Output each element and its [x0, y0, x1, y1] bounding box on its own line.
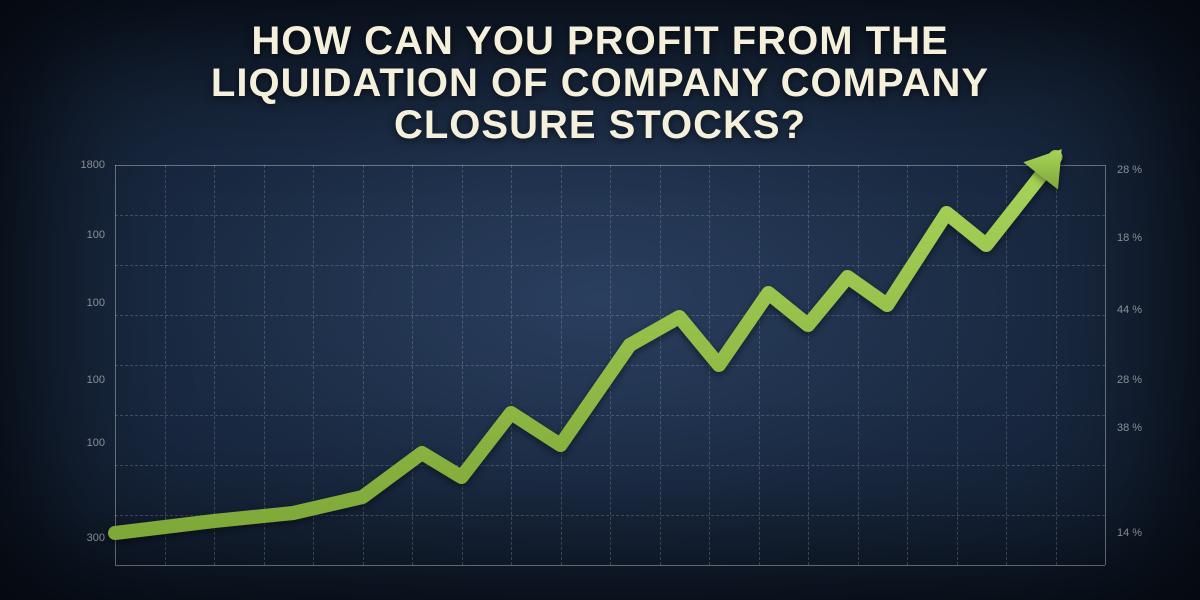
y-axis-right-label: 14 % — [1117, 527, 1167, 539]
y-axis-left-label: 100 — [65, 297, 105, 309]
y-axis-left-label: 100 — [65, 374, 105, 386]
chart-area: 1800100100100100300 28 %18 %44 %28 %38 %… — [115, 165, 1105, 565]
title-line-2: LIQUIDATION OF COMPANY COMPANY — [60, 62, 1140, 104]
y-axis-left-label: 300 — [65, 532, 105, 544]
y-axis-right-label: 28 % — [1117, 164, 1167, 176]
grid-row — [115, 565, 1105, 566]
y-axis-left-label: 100 — [65, 229, 105, 241]
grid-col — [1105, 165, 1106, 565]
y-axis-right-label: 18 % — [1117, 232, 1167, 244]
y-axis-right-label: 44 % — [1117, 304, 1167, 316]
title-line-1: HOW CAN YOU PROFIT FROM THE — [60, 20, 1140, 62]
y-axis-right-label: 28 % — [1117, 374, 1167, 386]
y-axis-left-label: 1800 — [65, 159, 105, 171]
trend-line-svg — [115, 125, 1105, 565]
y-axis-left-label: 100 — [65, 437, 105, 449]
y-axis-right-label: 38 % — [1117, 422, 1167, 434]
trend-line — [115, 157, 1056, 533]
